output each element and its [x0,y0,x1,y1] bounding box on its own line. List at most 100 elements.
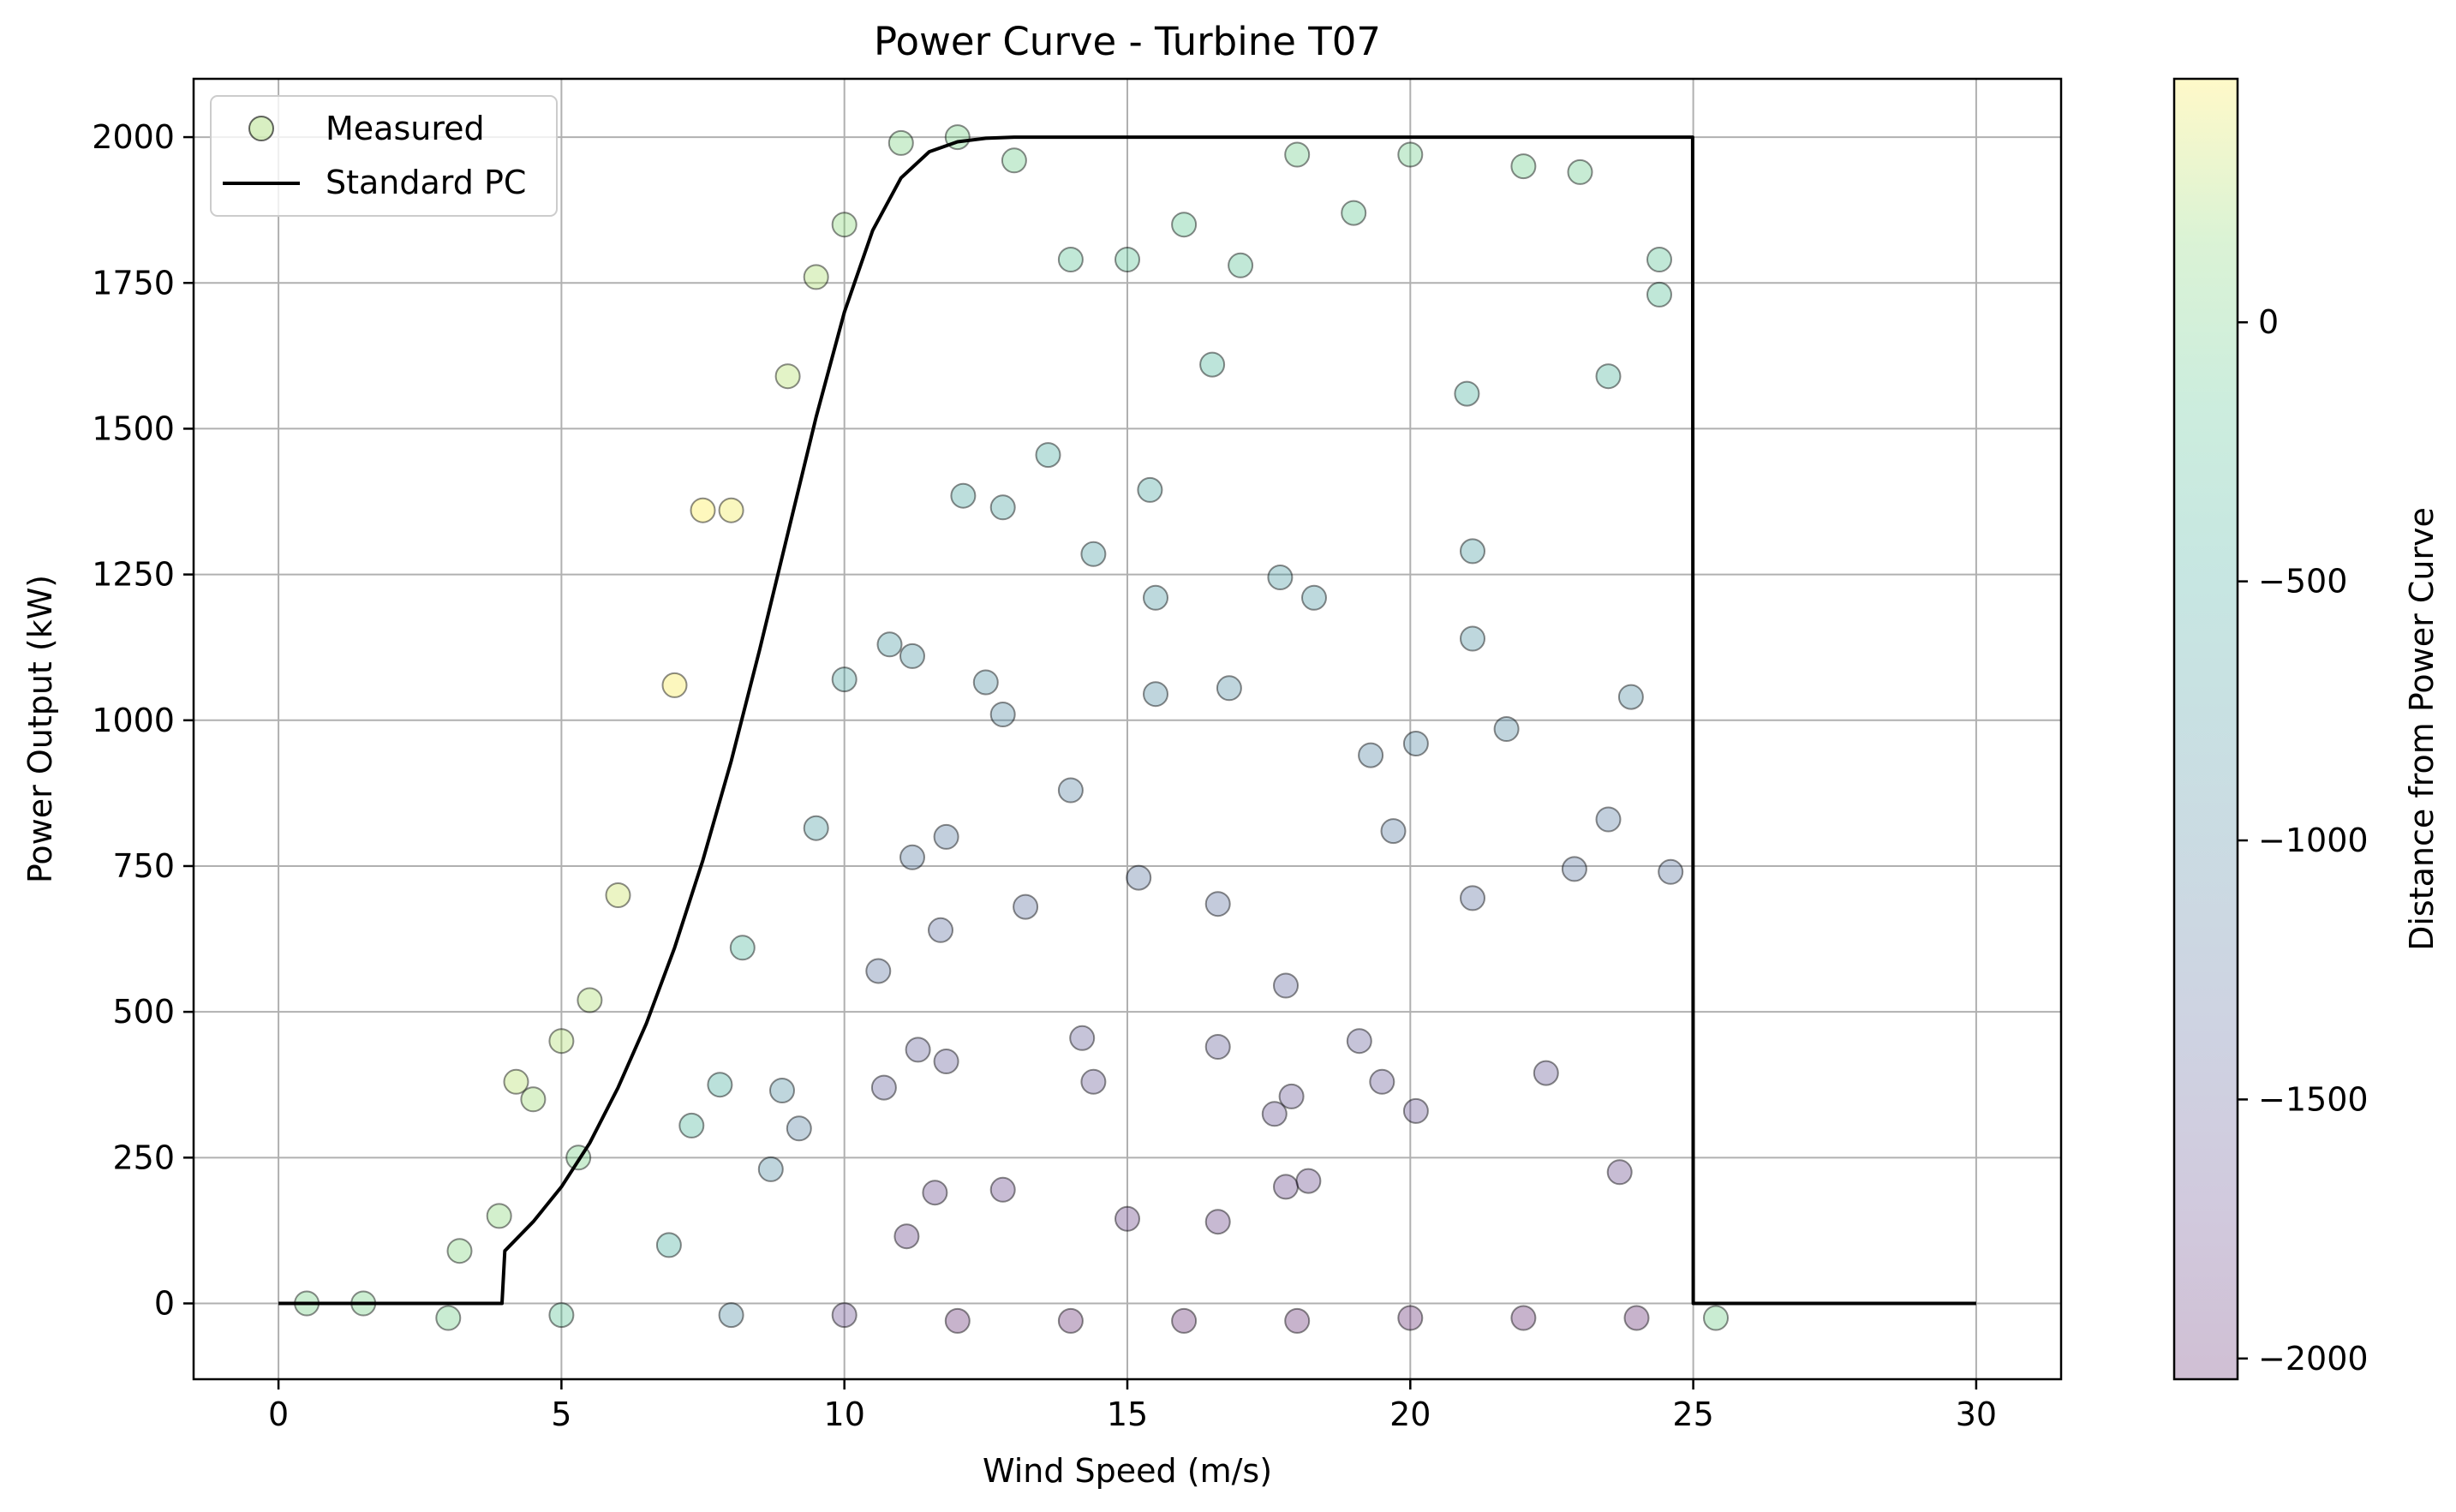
measured-point [1617,684,1644,710]
y-tick-label: 1250 [92,556,175,594]
measured-point [1380,818,1407,845]
measured-point [989,702,1016,727]
measured-point [1301,584,1327,611]
measured-point [661,672,688,698]
measured-point [989,1176,1016,1203]
measured-point [1703,1305,1729,1331]
measured-point [1567,158,1593,185]
measured-point [520,1086,547,1113]
measured-point [1204,1209,1231,1235]
measured-point [655,1232,682,1258]
measured-point [899,642,925,669]
measured-point [1658,858,1684,885]
x-axis-title: Wind Speed (m/s) [983,1452,1272,1490]
x-axis-ticks: 0 5 10 15 20 25 30 [268,1379,1997,1433]
measured-point [893,1223,920,1250]
measured-point [1199,351,1226,378]
measured-point [950,482,977,509]
colorbar-frame [2172,77,2239,1381]
colorbar-tick-label: −1000 [2258,822,2369,859]
measured-point [718,497,744,523]
measured-point [1460,538,1485,565]
y-tick-label: 500 [112,993,175,1031]
measured-point [1358,742,1384,768]
measured-point [718,1302,744,1329]
measured-point [548,1302,575,1329]
measured-point [905,1037,931,1063]
measured-point [1606,1159,1633,1186]
measured-point [922,1180,948,1206]
measured-point [887,129,914,156]
chart-title: Power Curve - Turbine T07 [874,19,1381,64]
measured-point [803,264,829,290]
measured-point [1013,893,1039,920]
measured-point [729,935,756,961]
measured-point [1284,141,1311,168]
measured-point [944,1307,971,1334]
measured-point [1397,141,1424,168]
y-axis-ticks: 0 250 500 750 1000 1250 1500 1750 2000 [92,118,194,1323]
y-tick-label: 2000 [92,118,175,156]
measured-point [1080,1068,1107,1095]
measured-point [972,669,999,696]
measured-point [1057,1307,1084,1334]
measured-point [1561,856,1587,882]
measured-point [1460,625,1485,652]
y-tick-label: 750 [112,847,175,885]
measured-point [1035,442,1061,469]
measured-point [1057,777,1084,804]
measured-point [446,1238,473,1264]
colorbar-ticks: 0 −500 −1000 −1500 −2000 [2238,303,2369,1378]
measured-point [1126,864,1152,891]
measured-point [678,1112,705,1138]
measured-point [1204,1034,1231,1060]
y-tick-label: 1500 [92,409,175,447]
measured-point [774,363,801,390]
measured-point [1080,541,1107,567]
y-tick-label: 0 [154,1285,175,1323]
legend: Measured Standard PC [210,95,558,217]
measured-point [1623,1305,1650,1331]
colorbar: 0 −500 −1000 −1500 −2000 Distance from Power… [2172,77,2441,1381]
measured-point [1284,1307,1311,1334]
measured-point [1454,380,1480,407]
x-tick-label: 0 [268,1395,289,1433]
measured-point [757,1156,784,1182]
measured-point [1228,252,1254,278]
measured-point [933,823,959,850]
legend-marker-measured [248,116,274,141]
measured-point [1114,1205,1140,1232]
colorbar-tick-label: −2000 [2258,1340,2369,1378]
x-tick-label: 30 [1956,1395,1997,1433]
colorbar-tick-label: 0 [2258,303,2279,341]
measured-point [1533,1060,1559,1086]
measured-point [1171,1307,1198,1334]
measured-point [1346,1028,1372,1055]
measured-point [1137,476,1163,503]
measured-point [548,1028,575,1055]
measured-point [831,1302,858,1329]
colorbar-title: Distance from Power Curve [2403,507,2441,951]
measured-point [1595,806,1622,833]
measured-point [435,1305,462,1331]
colorbar-tick-label: −500 [2258,563,2347,601]
measured-point [690,497,716,523]
x-tick-label: 5 [551,1395,571,1433]
measured-point [1295,1168,1322,1194]
measured-point [1216,675,1242,702]
measured-point [831,212,858,238]
measured-point [899,844,925,870]
measured-point [1204,891,1231,917]
grid-lines [194,79,2061,1379]
measured-point [1460,885,1485,911]
measured-point [786,1115,812,1142]
measured-point [1273,972,1299,999]
measured-point [1341,200,1367,226]
measured-point [1510,1305,1537,1331]
measured-point [803,815,829,841]
standard-pc-line-group [278,135,1976,1306]
measured-point [1369,1068,1395,1095]
measured-point [1171,212,1198,238]
x-tick-label: 10 [824,1395,865,1433]
